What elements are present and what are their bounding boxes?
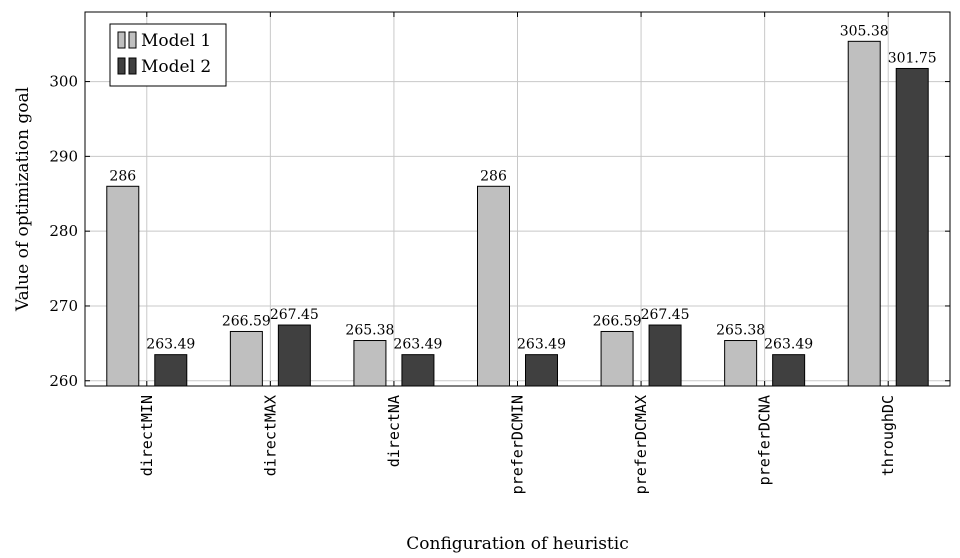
bar-data-label: 266.59 <box>593 313 642 329</box>
y-tick-label: 260 <box>49 372 78 390</box>
legend: Model 1 Model 2 <box>109 23 227 87</box>
legend-swatch <box>128 57 137 75</box>
x-tick-label: preferDCMIN <box>509 395 527 494</box>
bar-data-label: 286 <box>109 168 136 184</box>
y-tick-label: 300 <box>49 73 78 91</box>
bar-data-label: 263.49 <box>146 337 195 353</box>
bar-series-2 <box>277 324 311 387</box>
bar-data-label: 286 <box>480 168 507 184</box>
bar-series-2 <box>525 354 558 387</box>
x-axis-ticks: directMIN directMAX directNA preferDCMIN pre… <box>138 12 897 494</box>
bars <box>106 40 929 387</box>
bar-series-1 <box>847 40 881 387</box>
bar-series-2 <box>401 354 435 387</box>
bar-series-2 <box>895 67 929 387</box>
x-tick-label: preferDCMAX <box>632 395 650 494</box>
bar-series-1 <box>600 330 634 387</box>
bar-data-label: 267.45 <box>641 307 690 323</box>
legend-label: Model 2 <box>141 57 211 77</box>
bar-data-label: 265.38 <box>716 323 765 339</box>
bar-data-label: 263.49 <box>393 337 442 353</box>
bar-data-label: 267.45 <box>270 307 319 323</box>
y-axis-ticks: 260 270 280 290 300 <box>49 73 950 390</box>
bar-series-1 <box>106 185 140 387</box>
bar-series-2 <box>772 354 806 387</box>
x-tick-label: directMAX <box>261 395 279 476</box>
x-tick-label: directNA <box>385 395 403 467</box>
x-tick-label: preferDCNA <box>756 395 774 485</box>
bar-series-1 <box>353 340 387 387</box>
y-tick-label: 290 <box>49 147 78 165</box>
y-axis-title: Value of optimization goal <box>13 87 33 312</box>
bar-data-label: 263.49 <box>517 337 566 353</box>
legend-swatch <box>117 57 126 75</box>
bar-data-label: 263.49 <box>764 337 813 353</box>
bar-series-1 <box>477 185 510 387</box>
legend-label: Model 1 <box>141 31 211 51</box>
legend-swatch <box>117 31 126 49</box>
bar-data-label: 266.59 <box>222 313 271 329</box>
y-tick-label: 270 <box>49 297 78 315</box>
bar-data-label: 301.75 <box>888 50 937 66</box>
bar-series-2 <box>154 354 188 387</box>
bar-series-1 <box>724 340 758 387</box>
bar-series-1 <box>229 330 263 387</box>
x-tick-label: directMIN <box>138 395 156 476</box>
bar-data-label: 265.38 <box>345 323 394 339</box>
x-tick-label: throughDC <box>879 395 897 476</box>
x-axis-title: Configuration of heuristic <box>406 534 628 554</box>
bar-data-label: 305.38 <box>840 23 889 39</box>
bar-series-2 <box>648 324 682 387</box>
legend-swatch <box>128 31 137 49</box>
y-tick-label: 280 <box>49 222 78 240</box>
